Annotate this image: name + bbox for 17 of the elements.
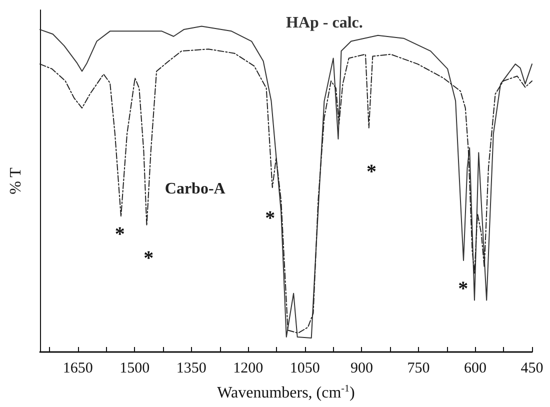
x-tick-label: 1050 bbox=[290, 360, 320, 376]
y-axis-title: % T bbox=[8, 167, 24, 194]
annotation: * bbox=[265, 207, 276, 230]
x-tick-label: 1650 bbox=[62, 360, 93, 376]
series-label: Carbo-A bbox=[164, 180, 226, 198]
x-tick-label: 750 bbox=[407, 360, 430, 376]
x-tick-label: 1500 bbox=[120, 360, 150, 376]
series-label: HAp - calc. bbox=[286, 14, 363, 32]
annotation: * bbox=[114, 223, 125, 246]
x-tick-label: 1350 bbox=[176, 360, 206, 376]
annotation: * bbox=[366, 160, 377, 183]
x-tick-label: 600 bbox=[464, 360, 486, 376]
x-tick-label: 1200 bbox=[233, 360, 264, 376]
x-tick-label: 900 bbox=[350, 360, 373, 376]
annotation: * bbox=[144, 248, 154, 270]
x-tick-label: 450 bbox=[520, 360, 544, 376]
annotation: * bbox=[458, 278, 468, 300]
